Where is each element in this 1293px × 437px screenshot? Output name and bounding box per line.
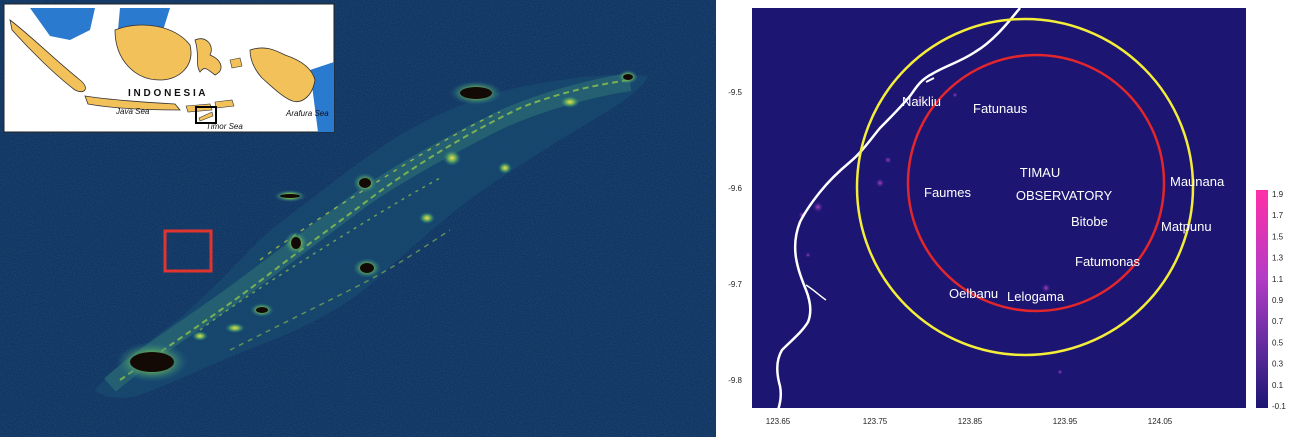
y-tick: -9.5 [728,88,742,97]
x-tick: 123.85 [958,417,983,426]
colorbar-tick: 1.9 [1272,190,1284,199]
inner-radius-circle [906,53,1166,313]
x-tick: 123.75 [863,417,888,426]
town-maunana: Maunana [1170,174,1225,189]
inset-country-label: I N D O N E S I A [128,88,205,99]
inset-timor-box [195,106,217,124]
colorbar-tick: 0.5 [1272,338,1284,347]
coastline-islet [925,77,935,83]
zoom-map-svg: TIMAU OBSERVATORY Naikliu Fatunaus Faume… [728,7,1286,426]
colorbar-tick: 1.7 [1272,211,1284,220]
colorbar-tick: 1.5 [1272,232,1284,241]
inset-java-sea: Java Sea [115,107,150,116]
colorbar-tick: 1.3 [1272,254,1284,263]
outer-radius-circle [855,17,1195,357]
town-matpunu: Matpunu [1161,219,1212,234]
study-area-box [163,229,213,273]
town-bitobe: Bitobe [1071,214,1108,229]
observatory-label-line1: TIMAU [1020,165,1060,180]
night-lights-map: I N D O N E S I A Java Sea Timor Sea Ara… [0,0,716,437]
inset-arafura-sea: Arafura Sea [285,109,329,118]
y-axis: -9.5 -9.6 -9.7 -9.8 [728,88,742,385]
colorbar-tick: 0.3 [1272,360,1284,369]
coastline-spit [805,284,827,301]
timor-island-lights [95,73,648,398]
town-lelogama: Lelogama [1007,289,1065,304]
town-naikliu: Naikliu [902,94,941,109]
y-tick: -9.7 [728,280,742,289]
colorbar [1256,190,1268,408]
x-axis: 123.65 123.75 123.85 123.95 124.05 [766,417,1173,426]
night-lights-svg: I N D O N E S I A Java Sea Timor Sea Ara… [0,0,716,437]
colorbar-tick: 0.7 [1272,317,1284,326]
colorbar-ticks: 1.9 1.7 1.5 1.3 1.1 0.9 0.7 0.5 0.3 0.1 -0.1 [1272,190,1286,411]
colorbar-tick: 0.9 [1272,296,1284,305]
town-oelbanu: Oelbanu [949,286,998,301]
x-tick: 123.65 [766,417,791,426]
y-tick: -9.6 [728,184,742,193]
observatory-label-line2: OBSERVATORY [1016,188,1113,203]
map-background [752,8,1246,408]
colorbar-tick: 0.1 [1272,381,1284,390]
x-tick: 124.05 [1148,417,1173,426]
colorbar-tick: -0.1 [1272,402,1286,411]
observatory-zoom-map: TIMAU OBSERVATORY Naikliu Fatunaus Faume… [720,0,1293,437]
indonesia-inset: I N D O N E S I A Java Sea Timor Sea Ara… [3,3,335,133]
town-fatumonas: Fatumonas [1075,254,1141,269]
coastline [776,7,1021,411]
y-tick: -9.8 [728,376,742,385]
town-faumes: Faumes [924,185,971,200]
x-tick: 123.95 [1053,417,1078,426]
town-fatunaus: Fatunaus [973,101,1028,116]
inset-timor-sea: Timor Sea [206,122,243,131]
colorbar-tick: 1.1 [1272,275,1284,284]
town-glows [116,70,638,382]
